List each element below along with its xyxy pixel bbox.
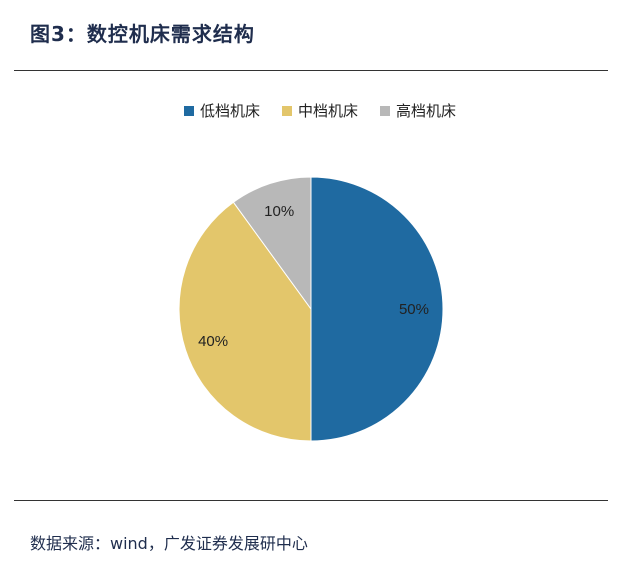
legend-swatch-high — [380, 105, 390, 116]
pie-label-mid: 40% — [198, 333, 228, 350]
pie-slice-high — [232, 176, 312, 311]
pie-slice-low — [310, 176, 444, 442]
top-divider — [14, 70, 608, 71]
pie-slice-mid — [178, 201, 312, 442]
bottom-divider — [14, 500, 608, 501]
legend-label-low: 低档机床 — [199, 102, 260, 120]
legend-item-mid: 中档机床 — [281, 100, 358, 121]
source-note: 数据来源：wind，广发证券发展研中心 — [30, 534, 308, 553]
legend-item-low: 低档机床 — [183, 100, 260, 121]
chart-title: 图3：数控机床需求结构 — [30, 22, 255, 46]
legend-item-high: 高档机床 — [380, 100, 456, 121]
legend-label-mid: 中档机床 — [297, 102, 358, 120]
legend-swatch-mid — [281, 105, 292, 116]
pie-label-low: 50% — [399, 301, 429, 318]
legend-label-high: 高档机床 — [396, 102, 457, 120]
legend-swatch-low — [183, 105, 194, 116]
legend: 低档机床 中档机床 高档机床 — [0, 100, 640, 121]
pie-label-high: 10% — [264, 203, 294, 220]
